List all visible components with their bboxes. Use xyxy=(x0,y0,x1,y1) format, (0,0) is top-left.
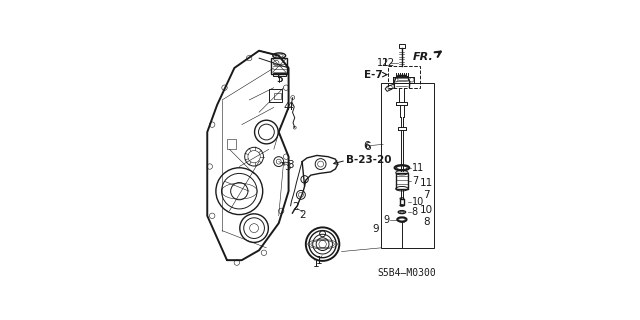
Text: E-7: E-7 xyxy=(364,70,383,80)
Text: B-23-20: B-23-20 xyxy=(346,156,392,165)
Bar xyxy=(399,44,405,48)
Text: 6: 6 xyxy=(363,140,369,151)
Bar xyxy=(227,140,236,149)
Text: 5: 5 xyxy=(276,74,284,84)
Text: 9: 9 xyxy=(383,214,389,225)
Bar xyxy=(269,89,282,102)
Text: 8: 8 xyxy=(412,207,418,217)
Text: 6: 6 xyxy=(364,142,371,152)
Text: 4: 4 xyxy=(287,102,293,112)
Text: 7: 7 xyxy=(423,190,430,200)
Bar xyxy=(381,83,434,248)
Text: 8: 8 xyxy=(423,217,430,227)
Bar xyxy=(271,58,287,74)
Text: 7: 7 xyxy=(412,176,418,186)
Bar xyxy=(388,66,420,88)
Text: FR.: FR. xyxy=(413,52,434,62)
Text: 5: 5 xyxy=(276,74,284,84)
Text: 11: 11 xyxy=(412,163,424,173)
Text: 2: 2 xyxy=(292,202,300,212)
Text: 2: 2 xyxy=(299,210,305,220)
Text: 12: 12 xyxy=(381,58,395,68)
Text: S5B4–M0300: S5B4–M0300 xyxy=(378,268,436,278)
Text: 10: 10 xyxy=(420,205,433,215)
Text: 11: 11 xyxy=(420,178,433,188)
Text: 9: 9 xyxy=(372,224,380,234)
Text: 3: 3 xyxy=(287,160,294,170)
Text: 3: 3 xyxy=(284,162,291,172)
Text: 10: 10 xyxy=(412,197,424,207)
Bar xyxy=(273,73,285,76)
Text: 1: 1 xyxy=(313,259,320,269)
Text: 4: 4 xyxy=(283,102,290,112)
Text: 1: 1 xyxy=(316,256,322,266)
Text: 12: 12 xyxy=(377,58,389,68)
